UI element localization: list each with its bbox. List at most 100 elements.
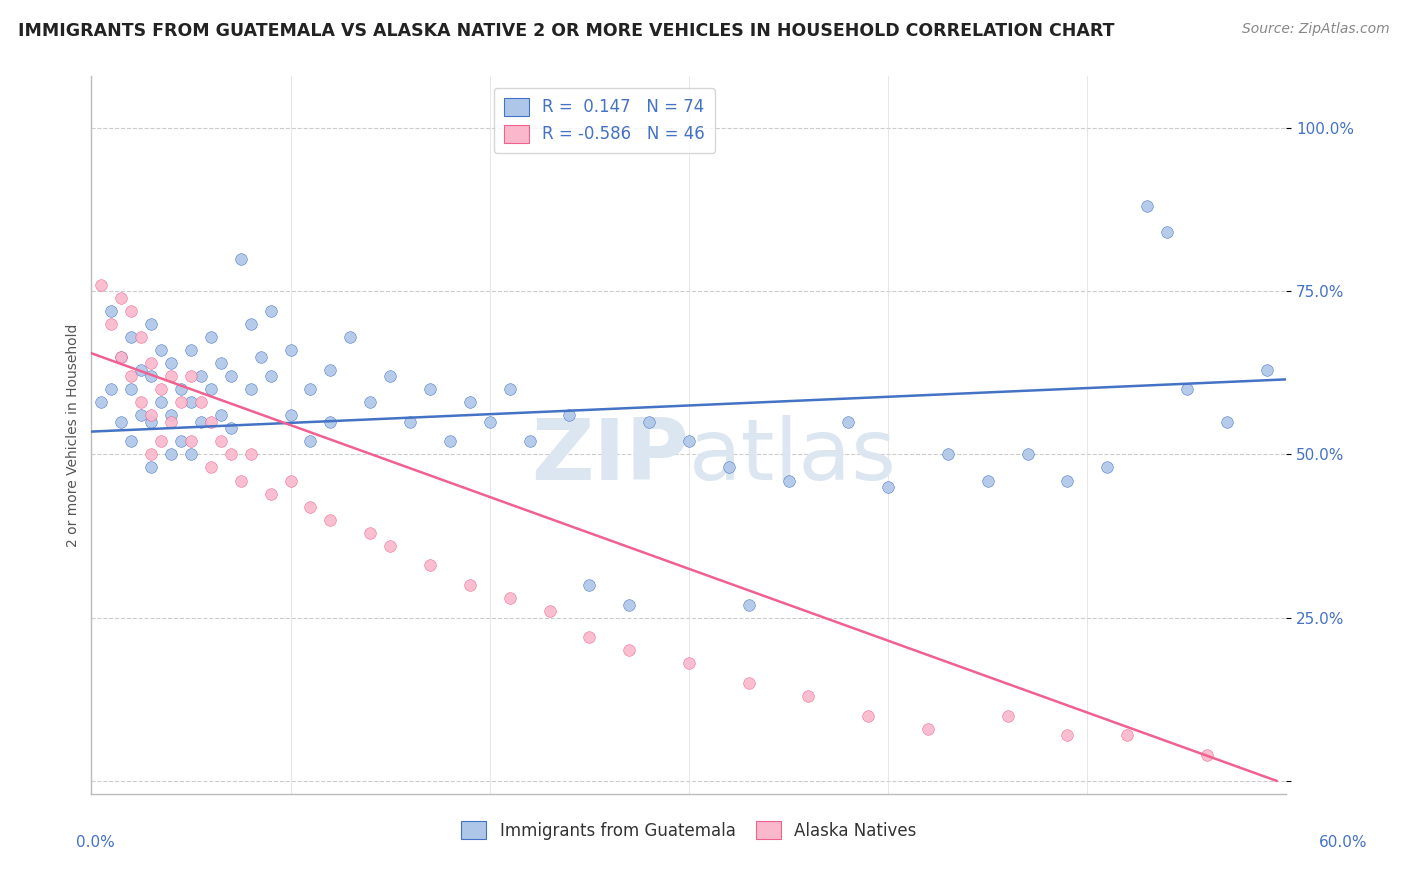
Text: IMMIGRANTS FROM GUATEMALA VS ALASKA NATIVE 2 OR MORE VEHICLES IN HOUSEHOLD CORRE: IMMIGRANTS FROM GUATEMALA VS ALASKA NATI…: [18, 22, 1115, 40]
Point: [110, 291, 132, 305]
Point: [259, 486, 281, 500]
Point: [638, 415, 661, 429]
Point: [359, 525, 381, 540]
Point: [299, 382, 322, 396]
Point: [498, 382, 520, 396]
Text: atlas: atlas: [689, 415, 897, 498]
Point: [458, 395, 481, 409]
Point: [1195, 747, 1218, 762]
Point: [190, 369, 212, 384]
Point: [239, 382, 262, 396]
Point: [299, 434, 322, 449]
Point: [160, 447, 183, 461]
Point: [1116, 728, 1139, 742]
Point: [100, 382, 122, 396]
Point: [160, 356, 183, 370]
Point: [120, 382, 142, 396]
Point: [558, 409, 581, 423]
Point: [280, 409, 302, 423]
Point: [319, 415, 342, 429]
Point: [180, 434, 202, 449]
Point: [378, 539, 402, 553]
Point: [90, 277, 112, 292]
Point: [209, 409, 232, 423]
Text: ZIP: ZIP: [531, 415, 689, 498]
Point: [856, 708, 880, 723]
Point: [219, 369, 242, 384]
Point: [439, 434, 461, 449]
Point: [160, 409, 183, 423]
Point: [239, 317, 262, 331]
Point: [110, 415, 132, 429]
Text: 60.0%: 60.0%: [1319, 836, 1367, 850]
Point: [280, 474, 302, 488]
Point: [1017, 447, 1039, 461]
Point: [219, 421, 242, 435]
Point: [170, 395, 193, 409]
Point: [129, 395, 152, 409]
Point: [141, 409, 162, 423]
Point: [129, 330, 152, 344]
Point: [141, 369, 162, 384]
Point: [229, 252, 252, 266]
Point: [190, 415, 212, 429]
Point: [619, 643, 641, 657]
Point: [797, 689, 820, 703]
Point: [498, 591, 520, 605]
Point: [678, 434, 700, 449]
Y-axis label: 2 or more Vehicles in Household: 2 or more Vehicles in Household: [66, 323, 80, 547]
Point: [280, 343, 302, 357]
Point: [150, 395, 173, 409]
Point: [229, 474, 252, 488]
Point: [1175, 382, 1198, 396]
Point: [578, 630, 600, 644]
Point: [1136, 199, 1159, 213]
Point: [319, 513, 342, 527]
Point: [170, 434, 193, 449]
Point: [141, 317, 162, 331]
Point: [519, 434, 541, 449]
Point: [578, 578, 600, 592]
Point: [249, 350, 271, 364]
Point: [200, 330, 222, 344]
Point: [917, 722, 939, 736]
Point: [200, 415, 222, 429]
Point: [160, 369, 183, 384]
Point: [1056, 728, 1078, 742]
Point: [399, 415, 422, 429]
Point: [717, 460, 740, 475]
Point: [778, 474, 800, 488]
Point: [141, 460, 162, 475]
Point: [180, 395, 202, 409]
Point: [110, 350, 132, 364]
Point: [419, 558, 441, 573]
Point: [180, 369, 202, 384]
Point: [478, 415, 501, 429]
Point: [110, 350, 132, 364]
Point: [200, 460, 222, 475]
Point: [120, 369, 142, 384]
Point: [299, 500, 322, 514]
Point: [129, 362, 152, 376]
Point: [100, 303, 122, 318]
Point: [120, 303, 142, 318]
Text: Source: ZipAtlas.com: Source: ZipAtlas.com: [1241, 22, 1389, 37]
Point: [737, 598, 759, 612]
Point: [877, 480, 900, 494]
Point: [150, 382, 173, 396]
Point: [120, 330, 142, 344]
Point: [678, 657, 700, 671]
Point: [209, 434, 232, 449]
Point: [339, 330, 361, 344]
Text: 0.0%: 0.0%: [76, 836, 115, 850]
Point: [170, 382, 193, 396]
Point: [259, 369, 281, 384]
Point: [936, 447, 959, 461]
Point: [458, 578, 481, 592]
Point: [120, 434, 142, 449]
Point: [359, 395, 381, 409]
Point: [209, 356, 232, 370]
Point: [90, 395, 112, 409]
Point: [619, 598, 641, 612]
Point: [141, 447, 162, 461]
